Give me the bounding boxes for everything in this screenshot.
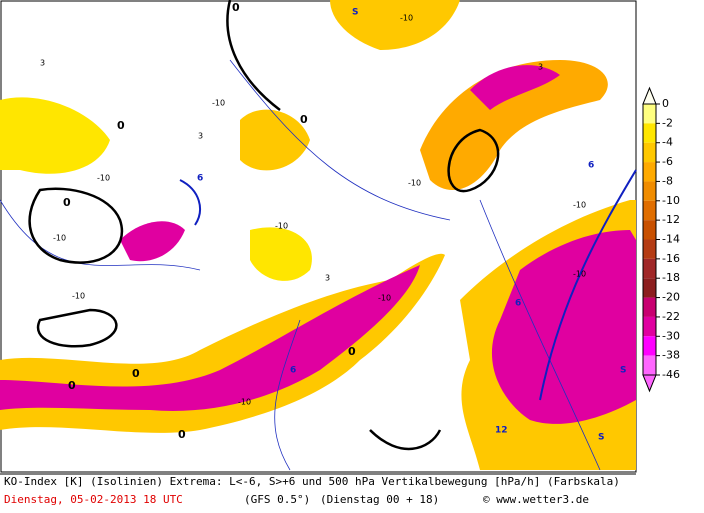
colorbar-label: -22 bbox=[662, 310, 680, 323]
field-blob bbox=[420, 60, 608, 190]
field-blob bbox=[0, 97, 110, 174]
map-label: 3 bbox=[325, 274, 330, 283]
colorbar-segment bbox=[643, 258, 656, 279]
map-label: 0 bbox=[300, 113, 308, 126]
colorbar-label: 0 bbox=[662, 97, 669, 110]
footer-run: (Dienstag 00 + 18) bbox=[320, 493, 439, 506]
colorbar-label: -18 bbox=[662, 271, 680, 284]
ko-contour bbox=[28, 0, 500, 450]
colorbar-label: -10 bbox=[662, 194, 680, 207]
colorbar-segment bbox=[643, 123, 656, 143]
colorbar-label: -16 bbox=[662, 252, 680, 265]
colorbar-top bbox=[642, 86, 657, 105]
colorbar-segment bbox=[643, 200, 656, 221]
colorbar-label: -4 bbox=[662, 136, 673, 149]
colorbar-segment bbox=[643, 355, 656, 375]
colorbar-segment bbox=[643, 316, 656, 337]
map-label: -10 bbox=[408, 179, 421, 188]
map-label: S bbox=[598, 433, 604, 443]
colorbar-segment bbox=[643, 297, 656, 317]
map-label: 6 bbox=[290, 366, 296, 376]
map-label: 0 bbox=[132, 367, 140, 380]
colorbar-label: -38 bbox=[662, 349, 680, 362]
map-label: -10 bbox=[378, 294, 391, 303]
footer-model: (GFS 0.5°) bbox=[244, 493, 310, 506]
colorbar-label: -14 bbox=[662, 233, 680, 246]
colorbar-segment bbox=[643, 162, 656, 182]
colorbar: 0 -2 -4 -6 -8 -10 -12 -14 -16 -18 -20 -22 -30 -38 -46 bbox=[642, 86, 680, 393]
colorbar-segment bbox=[643, 239, 656, 259]
map-label: 0 bbox=[117, 119, 125, 132]
colorbar-label: -30 bbox=[662, 329, 680, 342]
colorbar-label: -46 bbox=[662, 368, 680, 381]
colorbar-label: -6 bbox=[662, 155, 673, 168]
colorbar-segment bbox=[643, 278, 656, 298]
map-label: 0 bbox=[68, 379, 76, 392]
map-labels: -10 -10 -10 -10 -10 -10 -10 -10 -10 -10 … bbox=[40, 1, 626, 443]
map-label: -10 bbox=[400, 14, 413, 23]
map-label: 0 bbox=[63, 196, 71, 209]
map-label: S bbox=[620, 366, 626, 376]
colorbar-segment bbox=[643, 336, 656, 356]
colorbar-bottom bbox=[642, 374, 657, 393]
map-label: -10 bbox=[573, 201, 586, 210]
field-blob bbox=[0, 265, 420, 411]
footer-title: KO-Index [K] (Isolinien) Extrema: L<-6, … bbox=[4, 475, 620, 488]
colorbar-label: -8 bbox=[662, 174, 673, 187]
map-label: 12 bbox=[495, 426, 508, 436]
map-label: -10 bbox=[275, 222, 288, 231]
map-label: 6 bbox=[515, 299, 521, 309]
field-blob bbox=[240, 109, 310, 171]
map-label: 6 bbox=[197, 174, 203, 184]
map-label: -10 bbox=[212, 99, 225, 108]
map-label: -10 bbox=[72, 292, 85, 301]
map-label: 3 bbox=[40, 59, 45, 68]
field-blob bbox=[250, 227, 312, 281]
map-label: -10 bbox=[53, 234, 66, 243]
map-label: 0 bbox=[348, 345, 356, 358]
map-field bbox=[0, 0, 637, 475]
map-label: -10 bbox=[97, 174, 110, 183]
footer-date: Dienstag, 05-02-2013 18 UTC bbox=[4, 493, 183, 506]
map-label: -10 bbox=[573, 270, 586, 279]
field-blob bbox=[470, 65, 560, 110]
field-blob bbox=[330, 0, 460, 50]
field-blob bbox=[491, 230, 636, 424]
map-label: 6 bbox=[588, 161, 594, 171]
colorbar-label: -2 bbox=[662, 116, 673, 129]
colorbar-segment bbox=[643, 142, 656, 163]
colorbar-segment bbox=[643, 181, 656, 201]
colorbar-label: -12 bbox=[662, 213, 680, 226]
footer-credit: © www.wetter3.de bbox=[483, 493, 589, 506]
colorbar-segment bbox=[643, 220, 656, 240]
map-label: -10 bbox=[238, 398, 251, 407]
field-blob bbox=[120, 221, 185, 262]
isoline bbox=[0, 59, 601, 471]
map-label: 0 bbox=[232, 1, 240, 14]
map-label: 3 bbox=[538, 63, 543, 72]
motion-contour bbox=[179, 169, 637, 401]
colorbar-label: -20 bbox=[662, 291, 680, 304]
map-label: S bbox=[352, 8, 358, 18]
map-label: 3 bbox=[198, 132, 203, 141]
map-label: 0 bbox=[178, 428, 186, 441]
colorbar-segment bbox=[643, 104, 656, 124]
